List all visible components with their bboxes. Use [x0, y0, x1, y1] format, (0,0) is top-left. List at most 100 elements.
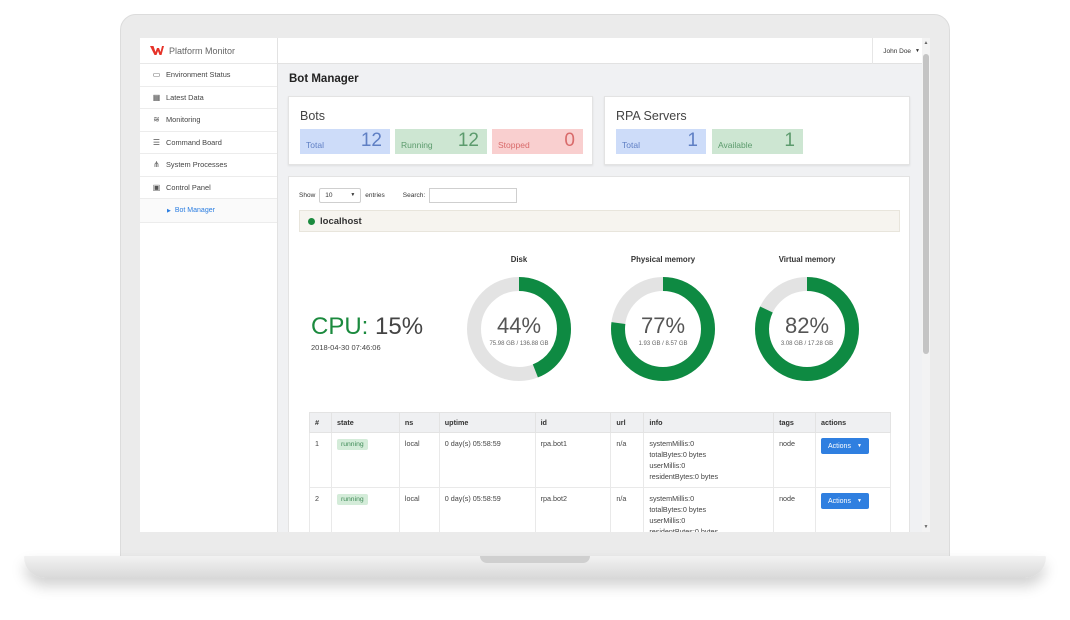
column-header[interactable]: uptime	[438, 412, 536, 433]
user-menu[interactable]: John Doe ▼	[872, 38, 920, 64]
sidebar-item-label: Environment Status	[166, 70, 231, 80]
rpa-servers-card: RPA Servers Total 1 Available 1	[604, 96, 910, 165]
cell-url: n/a	[610, 487, 645, 532]
stat-label: Available	[718, 140, 753, 150]
bot-list-card: Show 10 ▼ entries Search: localhost CPU:…	[288, 176, 910, 532]
cpu-usage: CPU: 15%	[311, 313, 423, 341]
stat-label: Stopped	[498, 140, 530, 150]
actions-button[interactable]: Actions ▼	[821, 493, 869, 509]
bots-card-title: Bots	[300, 109, 326, 123]
rpa-total-stat: Total 1	[616, 129, 706, 154]
status-badge: running	[336, 494, 368, 505]
actions-button[interactable]: Actions ▼	[821, 438, 869, 454]
scroll-down-icon[interactable]: ▼	[923, 524, 929, 530]
cell-uptime: 0 day(s) 05:58:59	[438, 432, 536, 488]
table-row: 1 running local 0 day(s) 05:58:59 rpa.bot1 n/…	[309, 432, 891, 488]
chevron-down-icon: ▼	[856, 442, 862, 449]
column-header[interactable]: actions	[815, 412, 891, 433]
column-header[interactable]: tags	[773, 412, 816, 433]
gauge-physical-memory: Physical memory 77% 1.93 GB / 8.57 GB	[608, 255, 718, 383]
page-scrollbar[interactable]: ▲ ▼	[922, 38, 930, 532]
sidebar-item-environment-status[interactable]: ▭ Environment Status	[140, 64, 277, 87]
info-line: userMillis:0	[649, 461, 686, 470]
cell-num: 1	[309, 432, 332, 488]
stat-label: Total	[306, 140, 324, 150]
entries-label: entries	[365, 191, 385, 199]
cell-num: 2	[309, 487, 332, 532]
brand-name: Platform Monitor	[169, 45, 236, 56]
sidebar-item-latest-data[interactable]: ▦ Latest Data	[140, 87, 277, 109]
wifi-icon: ≋	[153, 115, 160, 125]
info-line: userMillis:0	[649, 516, 686, 525]
bots-running-stat: Running 12	[395, 129, 487, 154]
gauge-fill	[467, 277, 571, 381]
chevron-down-icon: ▼	[350, 192, 356, 198]
page-title: Bot Manager	[289, 73, 359, 85]
stat-label: Total	[622, 140, 640, 150]
table-header-row: # state ns uptime id url info tags actions	[309, 412, 891, 433]
table-row: 2 running local 0 day(s) 05:58:59 rpa.bot2 n/…	[309, 487, 891, 532]
column-header[interactable]: url	[610, 412, 645, 433]
sidebar-item-label: Control Panel	[166, 182, 211, 192]
gauge-virtual-memory: Virtual memory 82% 3.08 GB / 17.28 GB	[752, 255, 862, 383]
actions-label: Actions	[828, 497, 851, 505]
cell-id: rpa.bot1	[534, 432, 612, 488]
sliders-icon: ☰	[152, 137, 161, 147]
gauge-detail: 3.08 GB / 17.28 GB	[781, 341, 833, 347]
stat-value: 0	[564, 130, 575, 151]
topbar: John Doe ▼	[278, 38, 930, 64]
bots-stopped-stat: Stopped 0	[492, 129, 583, 154]
cell-state: running	[330, 487, 400, 532]
status-badge: running	[336, 439, 368, 450]
gauge-fill	[611, 277, 715, 381]
sidebar-nav: ▭ Environment Status ▦ Latest Data ≋ Monitori…	[140, 64, 277, 199]
cell-actions: Actions ▼	[815, 432, 891, 488]
gauge-title: Physical memory	[630, 255, 696, 264]
column-header[interactable]: #	[309, 412, 332, 433]
info-line: systemMillis:0	[649, 439, 695, 448]
sidebar-item-control-panel[interactable]: ▣ Control Panel	[140, 177, 277, 199]
table-body: 1 running local 0 day(s) 05:58:59 rpa.bot1 n/…	[309, 432, 891, 532]
sidebar-item-label: Monitoring	[166, 115, 201, 125]
caret-right-icon: ▶	[167, 207, 171, 214]
gauge-title: Disk	[510, 255, 528, 264]
host-header[interactable]: localhost	[299, 210, 900, 232]
gauge-percent: 44%	[497, 313, 541, 338]
info-line: residentBytes:0 bytes	[649, 527, 719, 532]
gauge-disk: Disk 44% 75.98 GB / 136.88 GB	[464, 255, 574, 383]
sidebar-item-command-board[interactable]: ☰ Command Board	[140, 132, 277, 154]
sitemap-icon: ⋔	[153, 160, 160, 170]
sidebar-item-label: Command Board	[166, 137, 222, 147]
chevron-down-icon: ▼	[915, 48, 920, 54]
page-length-select[interactable]: 10 ▼	[319, 187, 362, 203]
host-name: localhost	[320, 215, 362, 227]
sidebar-item-system-processes[interactable]: ⋔ System Processes	[140, 154, 277, 177]
rpa-card-title: RPA Servers	[616, 109, 687, 123]
actions-label: Actions	[828, 442, 851, 450]
scroll-up-icon[interactable]: ▲	[923, 40, 929, 46]
column-header[interactable]: info	[643, 412, 775, 433]
column-header[interactable]: id	[534, 412, 612, 433]
gauge-fill	[755, 277, 859, 381]
column-header[interactable]: state	[330, 412, 400, 433]
cell-ns: local	[398, 432, 440, 488]
scrollbar-thumb[interactable]	[923, 54, 929, 354]
sidebar-item-label: Latest Data	[166, 92, 204, 102]
show-label: Show	[299, 191, 316, 199]
info-line: residentBytes:0 bytes	[649, 472, 719, 481]
bots-table: # state ns uptime id url info tags actions 1 runn…	[309, 412, 891, 532]
panel-icon: ▣	[152, 182, 161, 192]
status-dot-icon	[308, 217, 315, 225]
column-header[interactable]: ns	[398, 412, 440, 433]
sidebar-item-monitoring[interactable]: ≋ Monitoring	[140, 109, 277, 132]
sidebar-subitem-bot-manager[interactable]: ▶ Bot Manager	[140, 199, 277, 223]
brand[interactable]: Platform Monitor	[140, 38, 277, 64]
cpu-timestamp: 2018-04-30 07:46:06	[311, 343, 381, 352]
sidebar: Platform Monitor ▭ Environment Status ▦ Lat…	[140, 38, 278, 532]
laptop-base	[24, 556, 1046, 578]
gauge-percent: 82%	[785, 313, 829, 338]
search-input[interactable]	[429, 187, 518, 203]
laptop-notch	[480, 556, 590, 563]
info-line: totalBytes:0 bytes	[649, 505, 707, 514]
stat-label: Running	[401, 140, 433, 150]
